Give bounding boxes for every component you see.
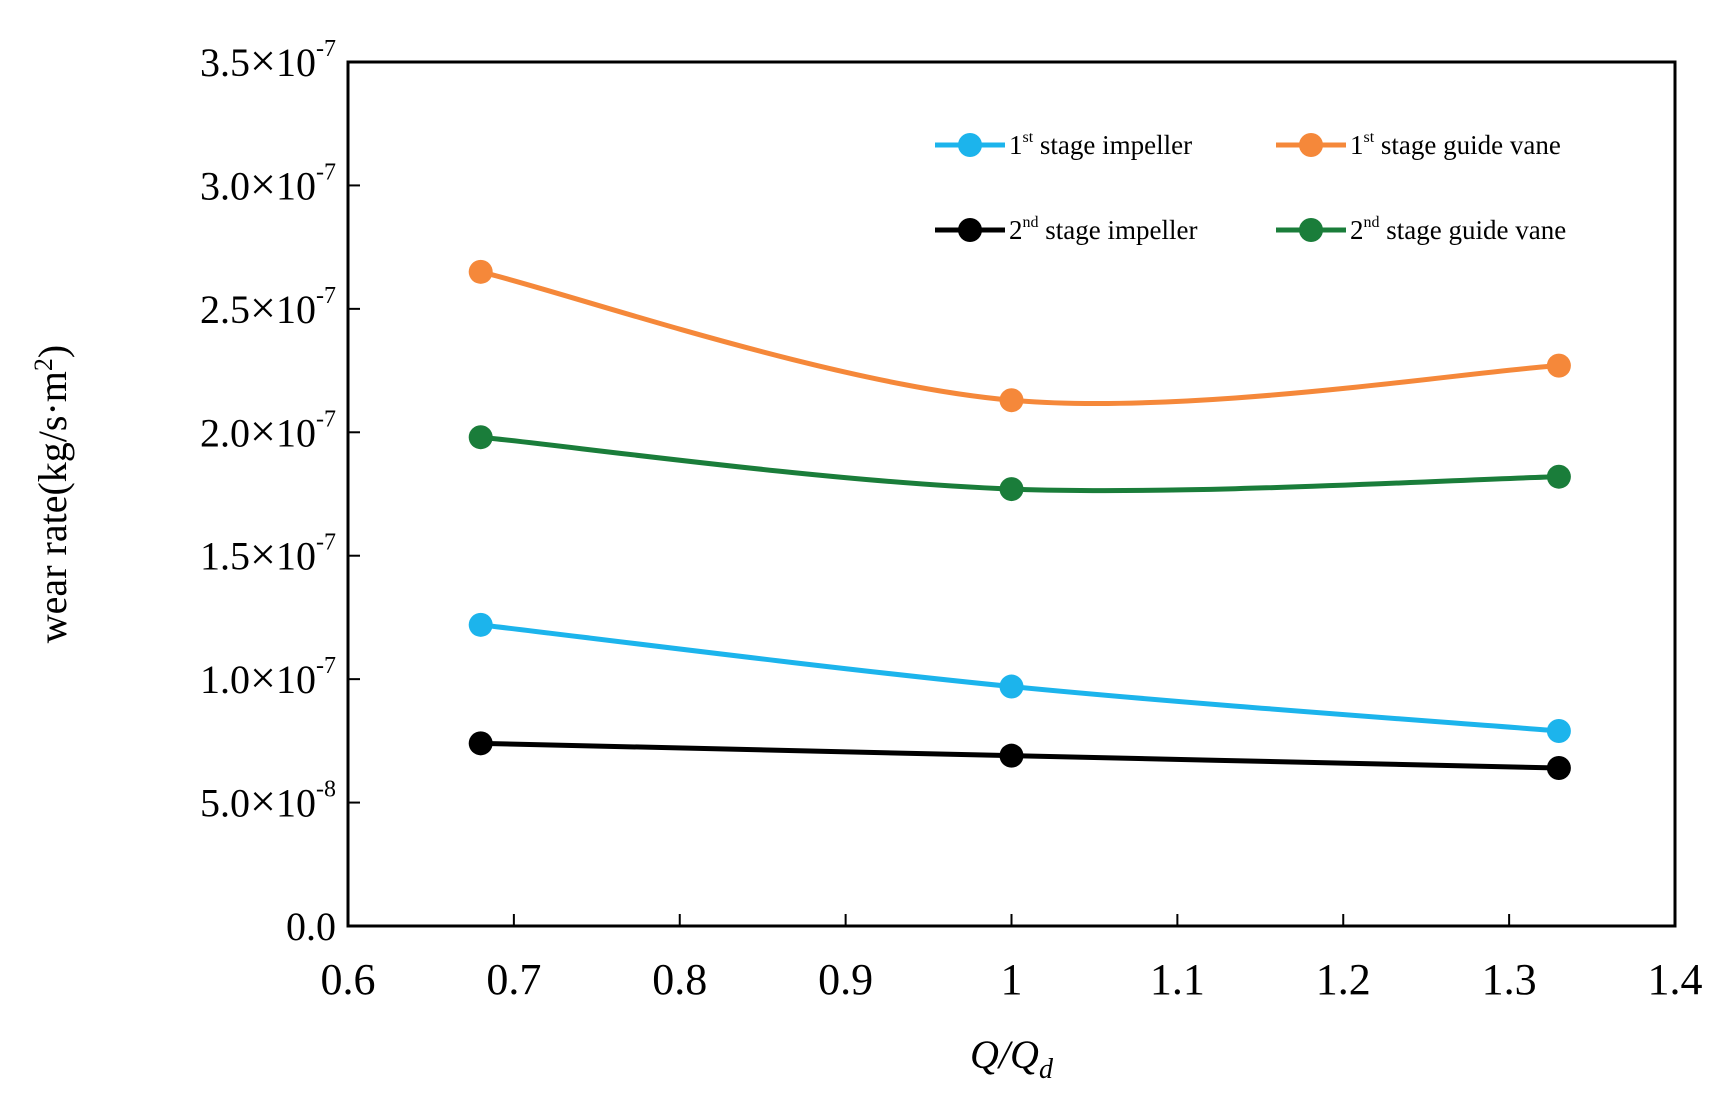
data-point bbox=[999, 477, 1024, 502]
x-tick-label: 1.1 bbox=[1150, 955, 1205, 1004]
y-tick-label: 3.0×10-7 bbox=[200, 158, 336, 209]
data-point bbox=[468, 425, 493, 450]
y-tick-label: 2.0×10-7 bbox=[200, 405, 336, 456]
y-tick-label: 0.0 bbox=[286, 904, 336, 949]
data-point bbox=[999, 743, 1024, 768]
y-tick-label: 1.0×10-7 bbox=[200, 652, 336, 703]
x-tick-label: 1.3 bbox=[1482, 955, 1537, 1004]
data-point bbox=[468, 731, 493, 756]
legend-marker bbox=[1299, 133, 1323, 157]
legend-label: 2nd stage guide vane bbox=[1350, 214, 1566, 245]
x-axis: 0.6 0.7 0.8 0.9 1 1.1 1.2 1.3 1.4 bbox=[321, 914, 1703, 1004]
data-point bbox=[468, 612, 493, 637]
legend-label: 2nd stage impeller bbox=[1009, 214, 1197, 245]
x-tick-label: 0.7 bbox=[486, 955, 541, 1004]
x-tick-label: 1 bbox=[1001, 955, 1023, 1004]
y-axis: 0.0 5.0×10-8 1.0×10-7 1.5×10-7 2.0×10-7 2.5×1… bbox=[200, 35, 360, 949]
series-layer bbox=[468, 259, 1571, 781]
x-tick-label: 0.6 bbox=[321, 955, 376, 1004]
series-line bbox=[480, 269, 1560, 406]
x-tick-label: 1.2 bbox=[1316, 955, 1371, 1004]
x-tick-label: 1.4 bbox=[1648, 955, 1703, 1004]
y-tick-label: 5.0×10-8 bbox=[200, 776, 336, 827]
legend-label: 1st stage impeller bbox=[1009, 129, 1192, 160]
y-tick-label: 3.5×10-7 bbox=[200, 35, 336, 86]
data-point bbox=[999, 388, 1024, 413]
y-axis-title: wear rate(kg/s·m2) bbox=[29, 345, 75, 643]
y-tick-label: 2.5×10-7 bbox=[200, 282, 336, 333]
data-point bbox=[999, 674, 1024, 699]
x-tick-label: 0.8 bbox=[652, 955, 707, 1004]
x-tick-label: 0.9 bbox=[818, 955, 873, 1004]
legend-marker bbox=[958, 133, 982, 157]
data-point bbox=[1546, 718, 1571, 743]
data-point bbox=[1546, 353, 1571, 378]
legend-marker bbox=[1299, 218, 1323, 242]
legend-label: 1st stage guide vane bbox=[1350, 129, 1561, 160]
legend-marker bbox=[958, 218, 982, 242]
data-point bbox=[1546, 464, 1571, 489]
data-point bbox=[1546, 756, 1571, 781]
legend: 1st stage impeller 1st stage guide vane 2n… bbox=[935, 129, 1566, 245]
y-tick-label: 1.5×10-7 bbox=[200, 529, 336, 580]
data-point bbox=[468, 259, 493, 284]
x-axis-title: Q/Qd bbox=[970, 1032, 1054, 1085]
